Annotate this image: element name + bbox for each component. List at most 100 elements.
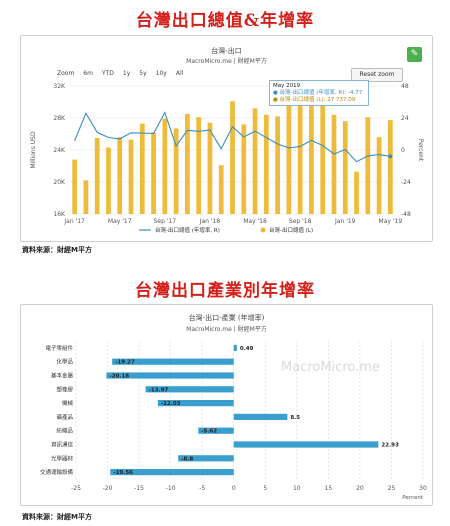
x-tick-label: Sep '18 (289, 218, 312, 225)
x-tick-label: 25 (388, 485, 396, 492)
zoom-1y-button[interactable]: 1y (122, 70, 131, 77)
bar (275, 116, 280, 214)
x-tick-label: 0 (232, 485, 236, 492)
bar (94, 138, 100, 214)
category-label: 礦產品 (56, 413, 73, 421)
legend-bar-swatch (260, 227, 266, 233)
chart1-panel: 台灣-出口 MacroMicro.me | 財經M平方 ✎ Zoom 6m YTD 1… (20, 35, 433, 242)
zoom-ytd-button[interactable]: YTD (101, 70, 114, 77)
y-left-tick-label: 20K (53, 179, 66, 186)
hbar (233, 441, 379, 448)
y-left-tick-label: 16K (53, 211, 66, 218)
y-left-axis-label: Millions USD (30, 131, 37, 169)
bar (331, 114, 337, 214)
bar (151, 132, 156, 214)
bar (83, 180, 89, 214)
y-left-tick-label: 32K (53, 83, 66, 90)
chart1-source: 資料來源：財經M平方 (22, 246, 92, 254)
data-label: 22.93 (381, 443, 399, 449)
line-point (388, 154, 393, 159)
tooltip-date: May 2019 (273, 83, 301, 89)
chart2-panel: 台灣-出口-產業 (年增率) MacroMicro.me | 財經M平方 Mac… (20, 304, 433, 506)
y-right-tick-label: -48 (401, 211, 411, 218)
data-label: -13.97 (149, 387, 169, 393)
x-tick-label: May '18 (243, 218, 267, 225)
hbar (106, 372, 234, 379)
x-tick-label: May '17 (108, 218, 132, 225)
edit-icon[interactable]: ✎ (407, 47, 422, 62)
x-tick-label: 30 (419, 485, 427, 492)
zoom-all-button[interactable]: All (175, 70, 184, 77)
data-label: -5.62 (201, 429, 217, 435)
bar (139, 123, 145, 214)
bar (207, 122, 213, 214)
category-label: 資訊通信 (51, 441, 74, 449)
hbar (178, 455, 234, 462)
category-label: 交通運輸設備 (40, 468, 74, 476)
chart1-subtitle: MacroMicro.me | 財經M平方 (186, 58, 267, 65)
x-tick-label: 10 (293, 485, 301, 492)
legend-label: 台灣-出口總值 (L) (269, 226, 313, 234)
zoom-row: Zoom 6m YTD 1y 5y 10y All (57, 70, 192, 77)
category-label: 機械 (62, 399, 74, 407)
y-right-axis-label: Percent (417, 139, 424, 162)
chart1-svg: 16K 20K 24K 28K 32K -48 -24 0 24 48 Millions USD Pe… (30, 83, 424, 234)
bar (309, 96, 314, 214)
x-tick-label: May '19 (379, 218, 403, 225)
hbar (233, 413, 288, 421)
hbar (145, 386, 234, 393)
y-right-tick-label: 24 (401, 115, 409, 122)
watermark-text: MacroMicro.me (281, 360, 380, 375)
reset-zoom-button[interactable]: Reset zoom (351, 68, 403, 82)
chart2-heading: 台灣出口產業別年增率 (135, 281, 315, 301)
hbar (110, 468, 234, 476)
category-label: 電子零組件 (45, 344, 73, 352)
zoom-10y-button[interactable]: 10y (155, 70, 167, 77)
bar (376, 137, 382, 214)
category-label: 化學品 (56, 358, 73, 366)
bar (230, 101, 235, 214)
x-tick-label: 5 (263, 485, 267, 492)
zoom-5y-button[interactable]: 5y (139, 70, 147, 77)
category-label: 紡織品 (56, 427, 73, 435)
y-right-tick-label: 0 (401, 147, 405, 154)
data-label: -12.03 (161, 401, 181, 407)
bar (286, 106, 292, 214)
bar (196, 117, 202, 214)
category-label: 光學器材 (51, 454, 74, 462)
data-label: -19.27 (115, 360, 135, 366)
bar (387, 120, 393, 214)
bar (342, 121, 348, 214)
category-label: 塑橡膠 (56, 385, 73, 393)
series-line (74, 111, 391, 163)
bar (128, 139, 134, 214)
hbar (233, 344, 237, 352)
x-tick-label: -25 (71, 485, 81, 492)
hbar (157, 399, 234, 407)
chart2-title: 台灣-出口-產業 (年增率) (188, 314, 265, 322)
chart1-tooltip: May 2019 ● 台灣-出口總值 (年增率, R): -4.77 ● 台灣-… (269, 80, 369, 106)
tooltip-line1: ● 台灣-出口總值 (年增率, R): -4.77 (273, 90, 363, 96)
chart1-heading: 台灣出口總值&年增率 (135, 11, 315, 31)
chart1-title: 台灣-出口 (211, 47, 242, 55)
chart2-source: 資料來源：財經M平方 (22, 513, 92, 521)
x-tick-label: -20 (103, 485, 113, 492)
bar (106, 147, 111, 214)
data-label: -19.56 (113, 470, 133, 476)
y-right-tick-label: 48 (401, 83, 409, 90)
bar (297, 102, 303, 214)
x-tick-label: Jan '19 (334, 218, 356, 225)
x-tick-label: Sep '17 (154, 218, 177, 225)
y-right-tick-label: -24 (401, 179, 411, 186)
hbar (198, 427, 234, 434)
chart2-svg: MacroMicro.me -25 -20 -15 -10 -5 0 5 10 15 20 25 30 P… (40, 341, 427, 501)
x-tick-label: Jan '17 (63, 218, 85, 225)
bar (320, 105, 326, 214)
x-tick-label: 15 (325, 485, 333, 492)
bar (263, 114, 269, 214)
zoom-6m-button[interactable]: 6m (83, 70, 93, 77)
data-label: 8.5 (290, 415, 300, 421)
bar (241, 124, 247, 214)
legend-label: 台灣-出口總值 (年增率, R) (155, 226, 220, 234)
category-label: 基本金屬 (51, 372, 74, 380)
